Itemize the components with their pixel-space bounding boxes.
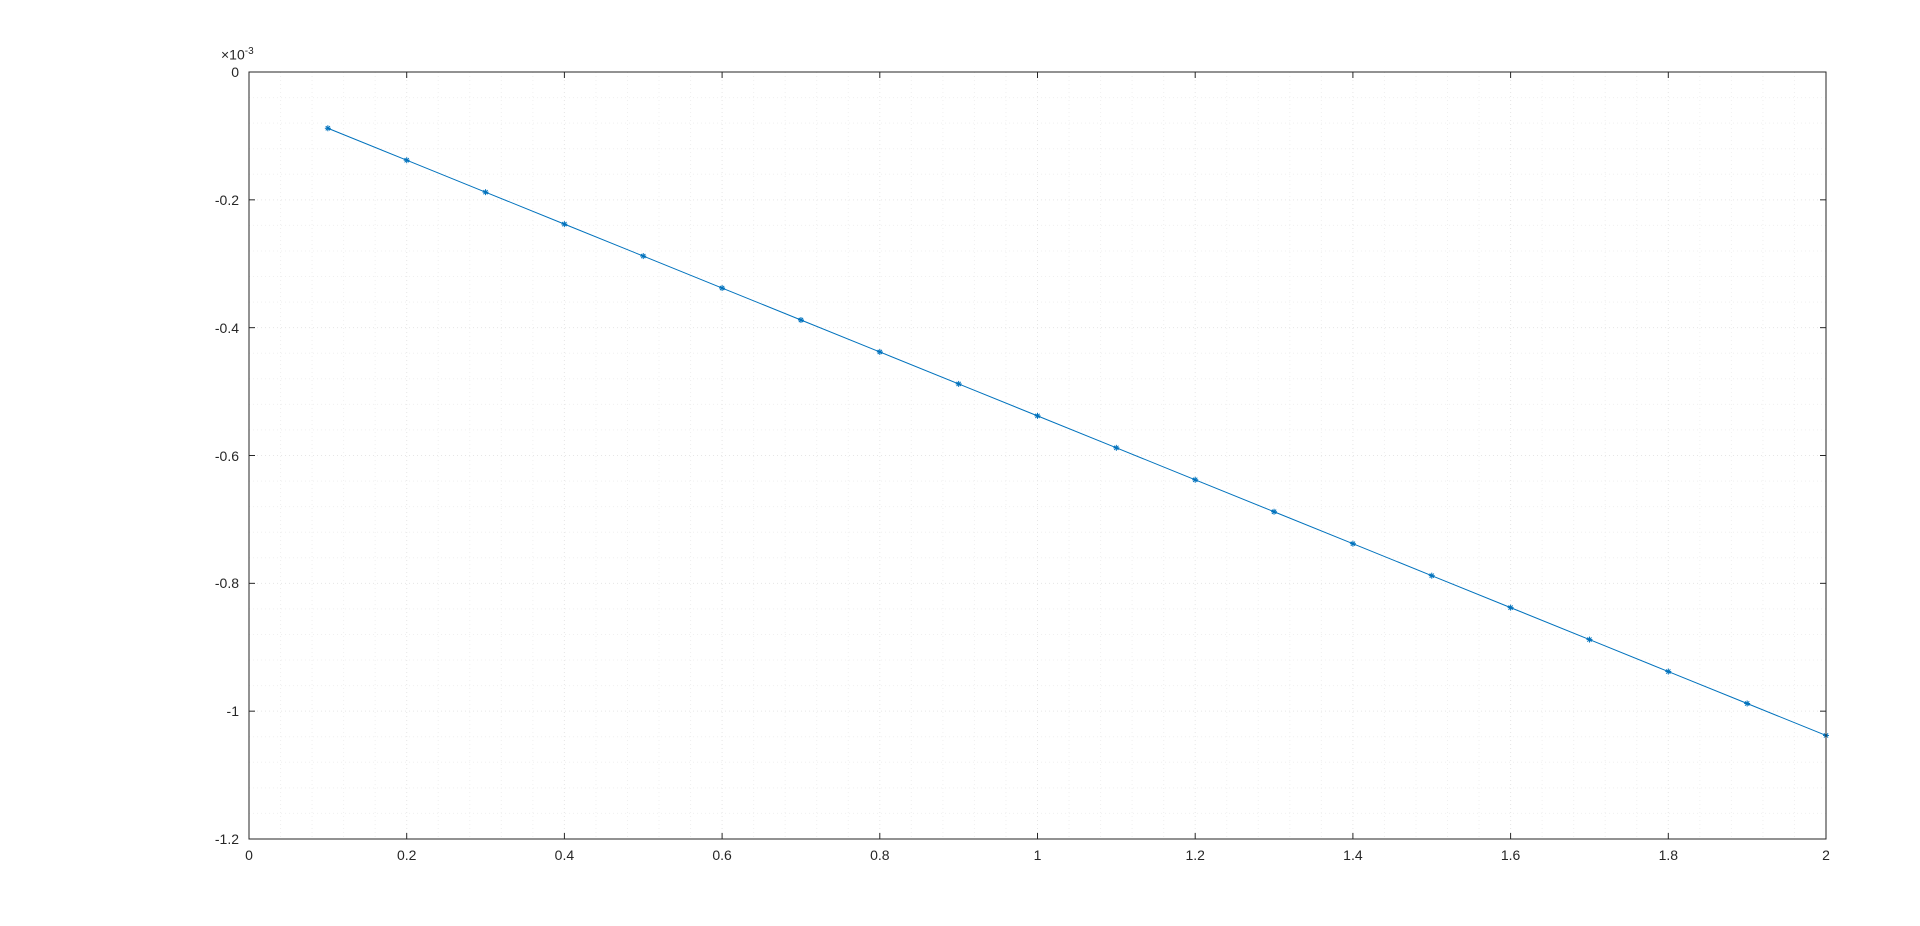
y-tick-label: -0.6 bbox=[215, 448, 239, 464]
series-marker bbox=[1192, 477, 1198, 483]
series-marker bbox=[483, 189, 489, 195]
series-marker bbox=[1350, 541, 1356, 547]
series-marker bbox=[1744, 700, 1750, 706]
x-tick-label: 0.2 bbox=[397, 847, 416, 863]
series-marker bbox=[1271, 509, 1277, 515]
series-marker bbox=[719, 285, 725, 291]
figure: 0 0.2 0.4 0.6 0.8 1 1.2 1.4 1.6 1.8 2 -1.2 -1 -0.8 -0.… bbox=[0, 0, 1920, 926]
y-axis-multiplier-exp: -3 bbox=[245, 46, 254, 57]
series-marker bbox=[1429, 573, 1435, 579]
x-tick-label: 2 bbox=[1822, 847, 1830, 863]
y-tick-label: -1.2 bbox=[215, 831, 239, 847]
x-tick-label: 0.8 bbox=[870, 847, 889, 863]
y-tick-label: -1 bbox=[227, 703, 239, 719]
series-marker bbox=[798, 317, 804, 323]
series-marker bbox=[877, 349, 883, 355]
y-axis-multiplier-base: ×10 bbox=[221, 47, 245, 63]
series-marker bbox=[561, 221, 567, 227]
series-marker bbox=[1665, 669, 1671, 675]
series-marker bbox=[1586, 637, 1592, 643]
series-marker bbox=[956, 381, 962, 387]
x-tick-label: 0 bbox=[245, 847, 253, 863]
series-marker bbox=[640, 253, 646, 259]
series-marker bbox=[325, 125, 331, 131]
y-tick-label: -0.2 bbox=[215, 192, 239, 208]
y-tick-label: -0.4 bbox=[215, 320, 239, 336]
x-tick-label: 1 bbox=[1034, 847, 1042, 863]
y-tick-label: -0.8 bbox=[215, 575, 239, 591]
y-axis-multiplier: ×10-3 bbox=[221, 46, 254, 63]
series-marker bbox=[1113, 445, 1119, 451]
series-marker bbox=[1508, 605, 1514, 611]
y-tick-label: 0 bbox=[231, 64, 239, 80]
plot-svg bbox=[0, 0, 1920, 926]
x-tick-label: 0.4 bbox=[555, 847, 574, 863]
x-tick-label: 1.6 bbox=[1501, 847, 1520, 863]
x-tick-label: 1.4 bbox=[1343, 847, 1362, 863]
x-tick-label: 1.8 bbox=[1659, 847, 1678, 863]
series-marker bbox=[1035, 413, 1041, 419]
series-marker bbox=[404, 157, 410, 163]
x-tick-label: 0.6 bbox=[712, 847, 731, 863]
x-tick-label: 1.2 bbox=[1185, 847, 1204, 863]
